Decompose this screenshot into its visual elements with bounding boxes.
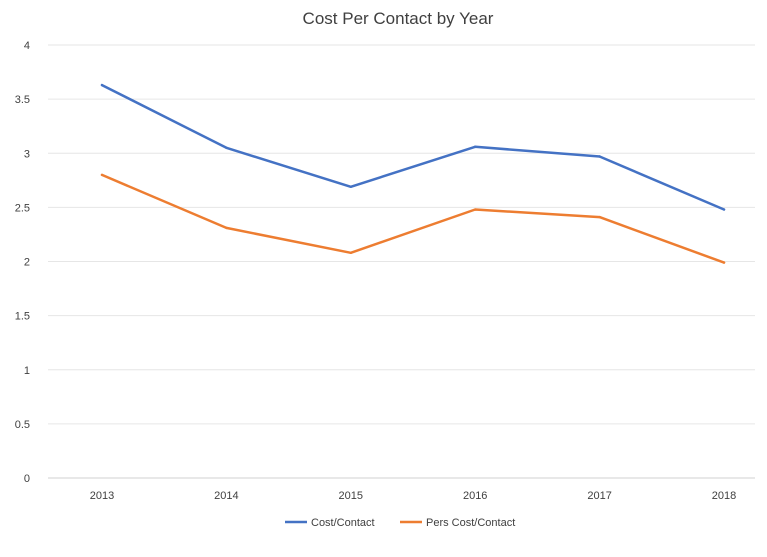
- x-tick-label: 2013: [90, 490, 114, 502]
- data-point: [100, 83, 104, 87]
- x-tick-label: 2015: [339, 490, 363, 502]
- data-point: [474, 145, 477, 148]
- data-point: [598, 155, 601, 158]
- x-tick-label: 2014: [214, 490, 238, 502]
- data-point: [100, 173, 104, 177]
- series-line-2: [100, 173, 726, 264]
- y-tick-label: 2.5: [15, 202, 30, 214]
- y-axis-ticks: 0 0.5 1 1.5 2 2.5 3 3.5 4: [15, 40, 30, 485]
- data-point: [598, 215, 601, 219]
- chart-title: Cost Per Contact by Year: [303, 9, 494, 28]
- y-tick-label: 3: [24, 148, 30, 160]
- x-tick-label: 2017: [587, 490, 611, 502]
- data-point: [722, 208, 726, 211]
- data-point: [349, 251, 352, 255]
- legend-label: Cost/Contact: [311, 517, 375, 529]
- y-tick-label: 0.5: [15, 419, 30, 431]
- data-point: [225, 226, 228, 230]
- y-tick-label: 4: [24, 40, 30, 52]
- y-tick-label: 0: [24, 473, 30, 485]
- gridlines: [48, 44, 755, 479]
- x-tick-label: 2018: [712, 490, 736, 502]
- series-line-1: [100, 83, 726, 211]
- y-tick-label: 1.5: [15, 311, 30, 323]
- legend: Cost/Contact Pers Cost/Contact: [285, 517, 515, 529]
- y-tick-label: 1: [24, 365, 30, 377]
- y-tick-label: 3.5: [15, 94, 30, 106]
- data-point: [722, 261, 726, 264]
- data-point: [225, 146, 228, 150]
- x-tick-label: 2016: [463, 490, 487, 502]
- legend-label: Pers Cost/Contact: [426, 517, 515, 529]
- series-lines: [100, 83, 726, 264]
- y-tick-label: 2: [24, 257, 30, 269]
- data-point: [349, 185, 352, 189]
- x-axis-ticks: 2013 2014 2015 2016 2017 2018: [90, 490, 736, 502]
- data-point: [474, 208, 477, 211]
